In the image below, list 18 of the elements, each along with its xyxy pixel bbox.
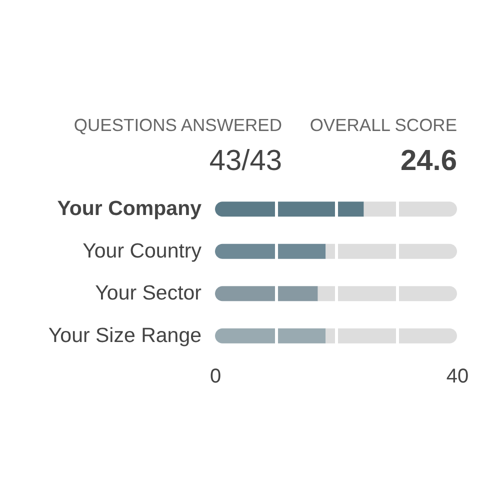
text: OVERALL SCORE: [310, 115, 457, 135]
y-tick-label: Your Sector: [95, 282, 202, 305]
y-tick-label: Your Country: [82, 239, 202, 262]
bar: [318, 286, 457, 302]
bar: [326, 328, 457, 344]
text: 24.6: [400, 145, 457, 177]
bar: [326, 244, 457, 259]
y-tick-label: Your Company: [57, 197, 202, 220]
y-tick-label: Your Size Range: [48, 324, 202, 347]
bar: [215, 286, 318, 302]
x-tick-label: 40: [446, 366, 469, 388]
x-tick-label: 0: [210, 366, 222, 388]
text: 43/43: [209, 145, 282, 177]
text: QUESTIONS ANSWERED: [74, 115, 282, 135]
bar: [215, 244, 326, 259]
bar: [215, 202, 364, 217]
bar: [215, 328, 326, 344]
bar: [364, 202, 457, 217]
